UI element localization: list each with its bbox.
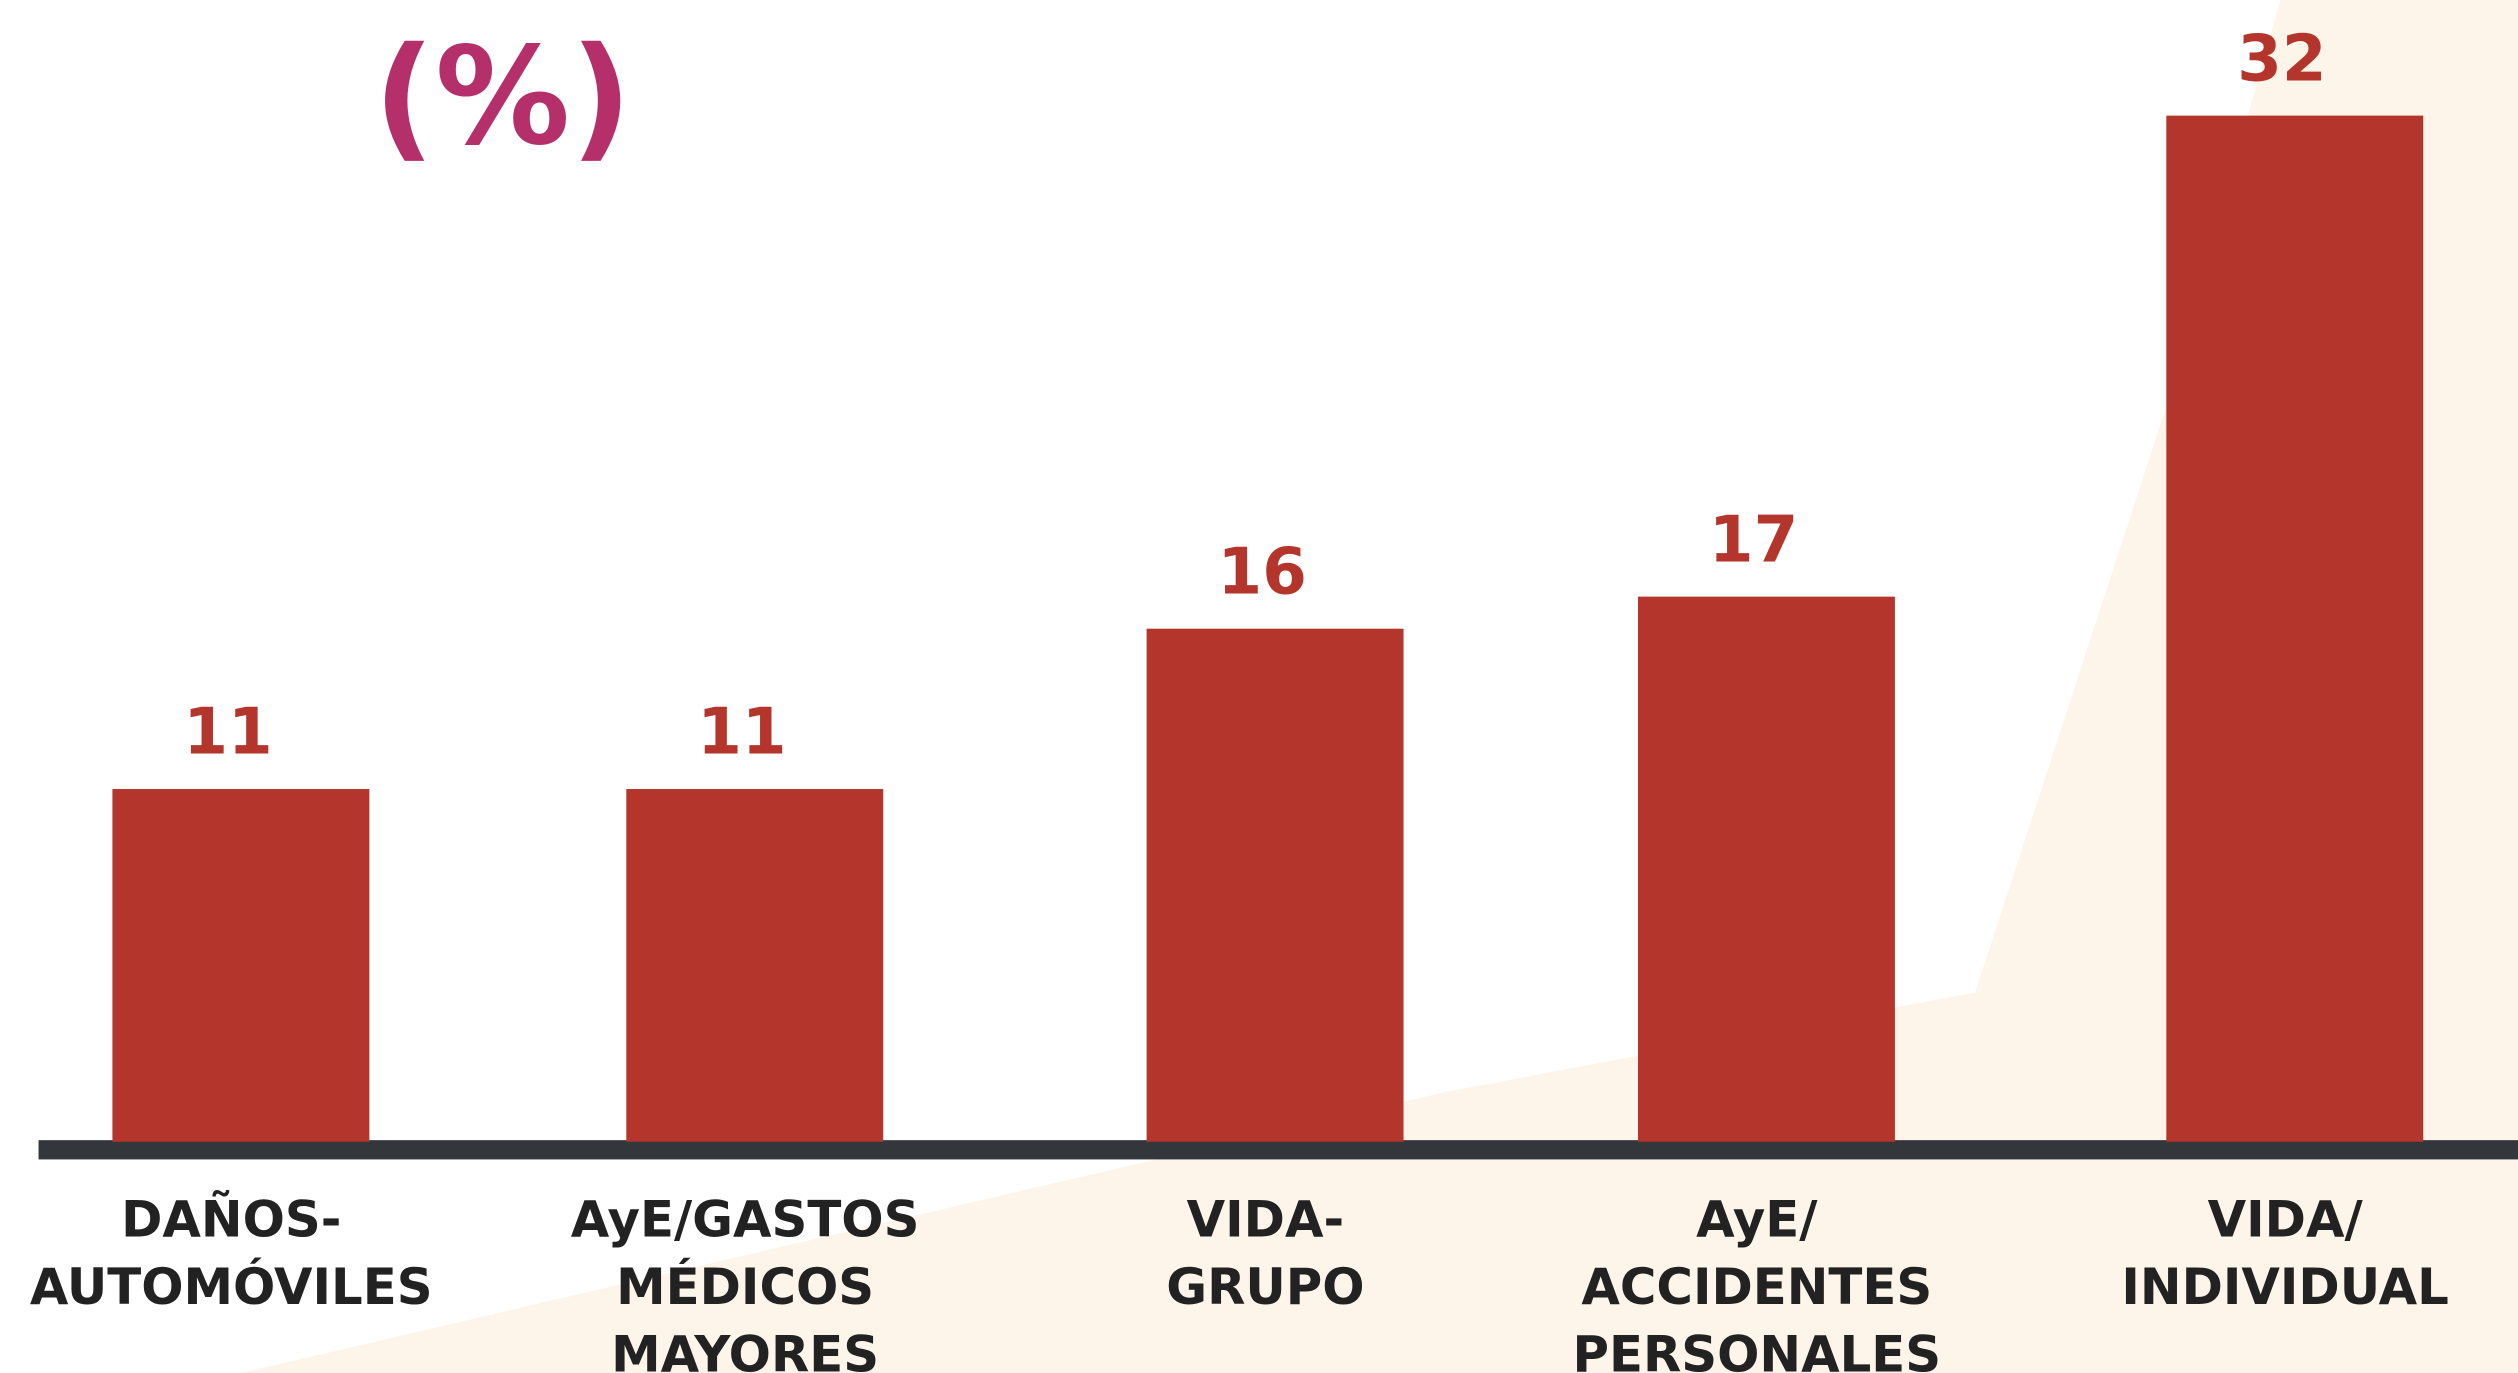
x-tick-label: PERSONALES: [1572, 1325, 1941, 1373]
bar: [626, 789, 884, 1142]
x-tick-label: VIDA/: [2208, 1191, 2364, 1249]
background-shape: [240, 0, 2518, 1373]
x-tick-label: MAYORES: [611, 1325, 879, 1373]
x-tick-label: INDIVIDUAL: [2121, 1258, 2448, 1316]
value-label: 17: [1709, 502, 1798, 577]
x-tick-label: VIDA-: [1187, 1191, 1345, 1249]
x-tick-label: AUTOMÓVILES: [30, 1257, 433, 1316]
bar: [1146, 628, 1404, 1142]
x-tick-label: AyE/GASTOS: [571, 1191, 920, 1249]
x-tick-label: GRUPO: [1166, 1258, 1364, 1316]
x-tick-label: AyE/: [1696, 1191, 1818, 1249]
x-tick-label: MÉDICOS: [616, 1257, 874, 1316]
chart-title: (%): [373, 18, 631, 175]
baseline: [38, 1140, 2518, 1160]
value-label: 16: [1218, 534, 1307, 609]
bar: [2166, 115, 2424, 1142]
x-tick-label: DAÑOS-: [121, 1190, 341, 1249]
x-tick-label: ACCIDENTES: [1581, 1258, 1932, 1316]
value-label: 32: [2237, 21, 2326, 96]
bar: [112, 789, 370, 1142]
bar: [1637, 596, 1895, 1142]
value-label: 11: [697, 695, 786, 770]
value-label: 11: [183, 695, 272, 770]
